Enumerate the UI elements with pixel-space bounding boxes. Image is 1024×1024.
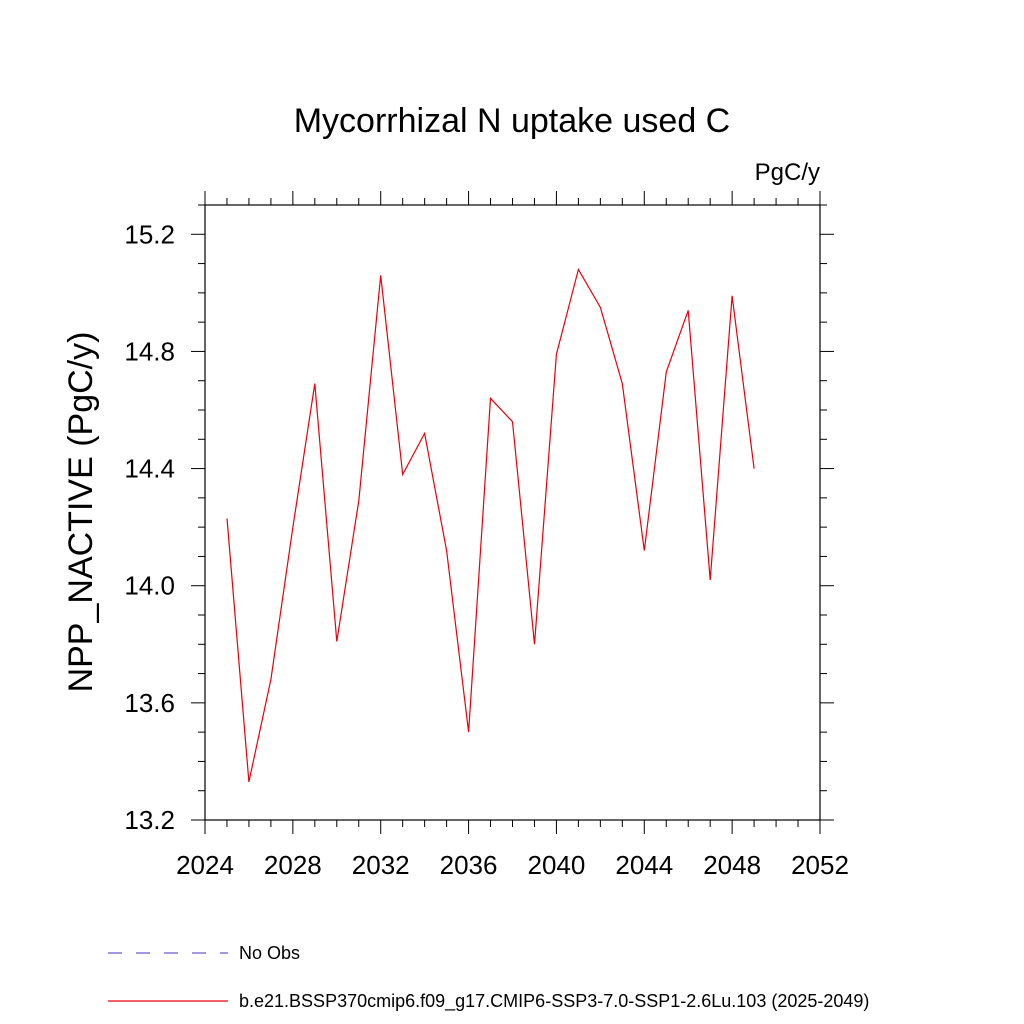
series-line-0 — [226, 267, 755, 783]
chart-title: Mycorrhizal N uptake used C — [294, 102, 731, 140]
x-tick-label: 2032 — [352, 850, 410, 880]
units-label: PgC/y — [755, 159, 820, 186]
x-tick-label: 2024 — [176, 850, 234, 880]
x-tick-label: 2036 — [440, 850, 498, 880]
legend-label-0: No Obs — [239, 943, 300, 963]
y-tick-label: 13.6 — [124, 688, 175, 718]
y-tick-label: 15.2 — [124, 219, 175, 249]
y-tick-label: 14.4 — [124, 454, 175, 484]
x-tick-label: 2048 — [703, 850, 761, 880]
axis-ticks — [191, 191, 834, 834]
x-tick-label: 2040 — [528, 850, 586, 880]
legend-label-1: b.e21.BSSP370cmip6.f09_g17.CMIP6-SSP3-7.… — [239, 991, 869, 1012]
x-tick-label: 2028 — [264, 850, 322, 880]
y-tick-label: 14.0 — [124, 571, 175, 601]
axis-tick-labels: 2024 2028 2032 2036 2040 2044 2048 2052 13.2 13.6… — [124, 219, 849, 880]
y-axis-label: NPP_NACTIVE (PgC/y) — [62, 332, 100, 693]
y-tick-label: 14.8 — [124, 336, 175, 366]
y-tick-label: 13.2 — [124, 805, 175, 835]
x-tick-label: 2044 — [615, 850, 673, 880]
x-tick-label: 2052 — [791, 850, 849, 880]
legend: No Obs b.e21.BSSP370cmip6.f09_g17.CMIP6-S… — [108, 943, 869, 1012]
series-group — [226, 267, 755, 783]
plot-frame — [204, 204, 821, 821]
